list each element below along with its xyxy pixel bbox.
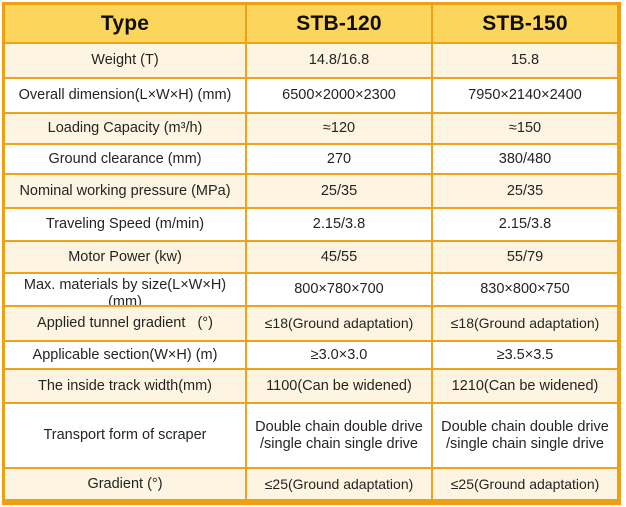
row-label: Ground clearance (mm) bbox=[5, 145, 245, 173]
row-label: Gradient (°) bbox=[5, 469, 245, 499]
table-row: Applied tunnel gradient (°) ≤18(Ground ad… bbox=[5, 307, 617, 342]
table-row: Nominal working pressure (MPa) 25/35 25/35 bbox=[5, 175, 617, 209]
row-label: Nominal working pressure (MPa) bbox=[5, 175, 245, 207]
stb120-value: ≤25(Ground adaptation) bbox=[245, 469, 431, 499]
stb150-value: 55/79 bbox=[431, 242, 617, 272]
stb120-value: ≥3.0×3.0 bbox=[245, 342, 431, 368]
column-header-stb120: STB-120 bbox=[245, 5, 431, 42]
stb150-value: 15.8 bbox=[431, 44, 617, 77]
spec-table-body: Weight (T) 14.8/16.8 15.8 Overall dimension… bbox=[5, 44, 617, 499]
stb120-value: 14.8/16.8 bbox=[245, 44, 431, 77]
stb150-value: ≈150 bbox=[431, 114, 617, 143]
table-row: Applicable section(W×H) (m) ≥3.0×3.0 ≥3.5×… bbox=[5, 342, 617, 370]
row-label: Traveling Speed (m/min) bbox=[5, 209, 245, 240]
stb150-value: 830×800×750 bbox=[431, 274, 617, 305]
row-label: Max. materials by size(L×W×H) (mm) bbox=[5, 274, 245, 305]
table-row: Transport form of scraper Double chain do… bbox=[5, 404, 617, 469]
stb150-value: 380/480 bbox=[431, 145, 617, 173]
stb120-value: 270 bbox=[245, 145, 431, 173]
row-label: Motor Power (kw) bbox=[5, 242, 245, 272]
column-header-type: Type bbox=[100, 12, 150, 35]
table-row: Ground clearance (mm) 270 380/480 bbox=[5, 145, 617, 175]
row-label: Applied tunnel gradient (°) bbox=[5, 307, 245, 340]
table-row: Max. materials by size(L×W×H) (mm) 800×78… bbox=[5, 274, 617, 307]
stb150-value: Double chain double drive /single chain … bbox=[431, 404, 617, 467]
stb150-value: ≥3.5×3.5 bbox=[431, 342, 617, 368]
table-row: Gradient (°) ≤25(Ground adaptation) ≤25(Gr… bbox=[5, 469, 617, 499]
stb150-value: 2.15/3.8 bbox=[431, 209, 617, 240]
row-label: Overall dimension(L×W×H) (mm) bbox=[5, 79, 245, 112]
table-row: The inside track width(mm) 1100(Can be wi… bbox=[5, 370, 617, 404]
row-label: Loading Capacity (m³/h) bbox=[5, 114, 245, 143]
stb120-value: 6500×2000×2300 bbox=[245, 79, 431, 112]
stb150-value: ≤25(Ground adaptation) bbox=[431, 469, 617, 499]
table-row: Motor Power (kw) 45/55 55/79 bbox=[5, 242, 617, 274]
stb120-value: 25/35 bbox=[245, 175, 431, 207]
stb150-value: 1210(Can be widened) bbox=[431, 370, 617, 402]
stb120-value: 800×780×700 bbox=[245, 274, 431, 305]
row-label: Applicable section(W×H) (m) bbox=[5, 342, 245, 368]
table-row: Weight (T) 14.8/16.8 15.8 bbox=[5, 44, 617, 79]
stb150-value: 7950×2140×2400 bbox=[431, 79, 617, 112]
stb120-value: 1100(Can be widened) bbox=[245, 370, 431, 402]
table-row: Traveling Speed (m/min) 2.15/3.8 2.15/3.8 bbox=[5, 209, 617, 242]
table-row: Loading Capacity (m³/h) ≈120 ≈150 bbox=[5, 114, 617, 145]
stb120-value: ≈120 bbox=[245, 114, 431, 143]
row-label: The inside track width(mm) bbox=[5, 370, 245, 402]
stb120-value: ≤18(Ground adaptation) bbox=[245, 307, 431, 340]
column-header-stb150: STB-150 bbox=[431, 5, 617, 42]
row-label: Weight (T) bbox=[5, 44, 245, 77]
table-row: Overall dimension(L×W×H) (mm) 6500×2000×2… bbox=[5, 79, 617, 114]
stb120-value: 45/55 bbox=[245, 242, 431, 272]
stb150-value: ≤18(Ground adaptation) bbox=[431, 307, 617, 340]
stb150-value: 25/35 bbox=[431, 175, 617, 207]
stb120-value: 2.15/3.8 bbox=[245, 209, 431, 240]
stb120-value: Double chain double drive /single chain … bbox=[245, 404, 431, 467]
table-header-row: Type STB-120 STB-150 bbox=[5, 5, 617, 44]
row-label: Transport form of scraper bbox=[5, 404, 245, 467]
